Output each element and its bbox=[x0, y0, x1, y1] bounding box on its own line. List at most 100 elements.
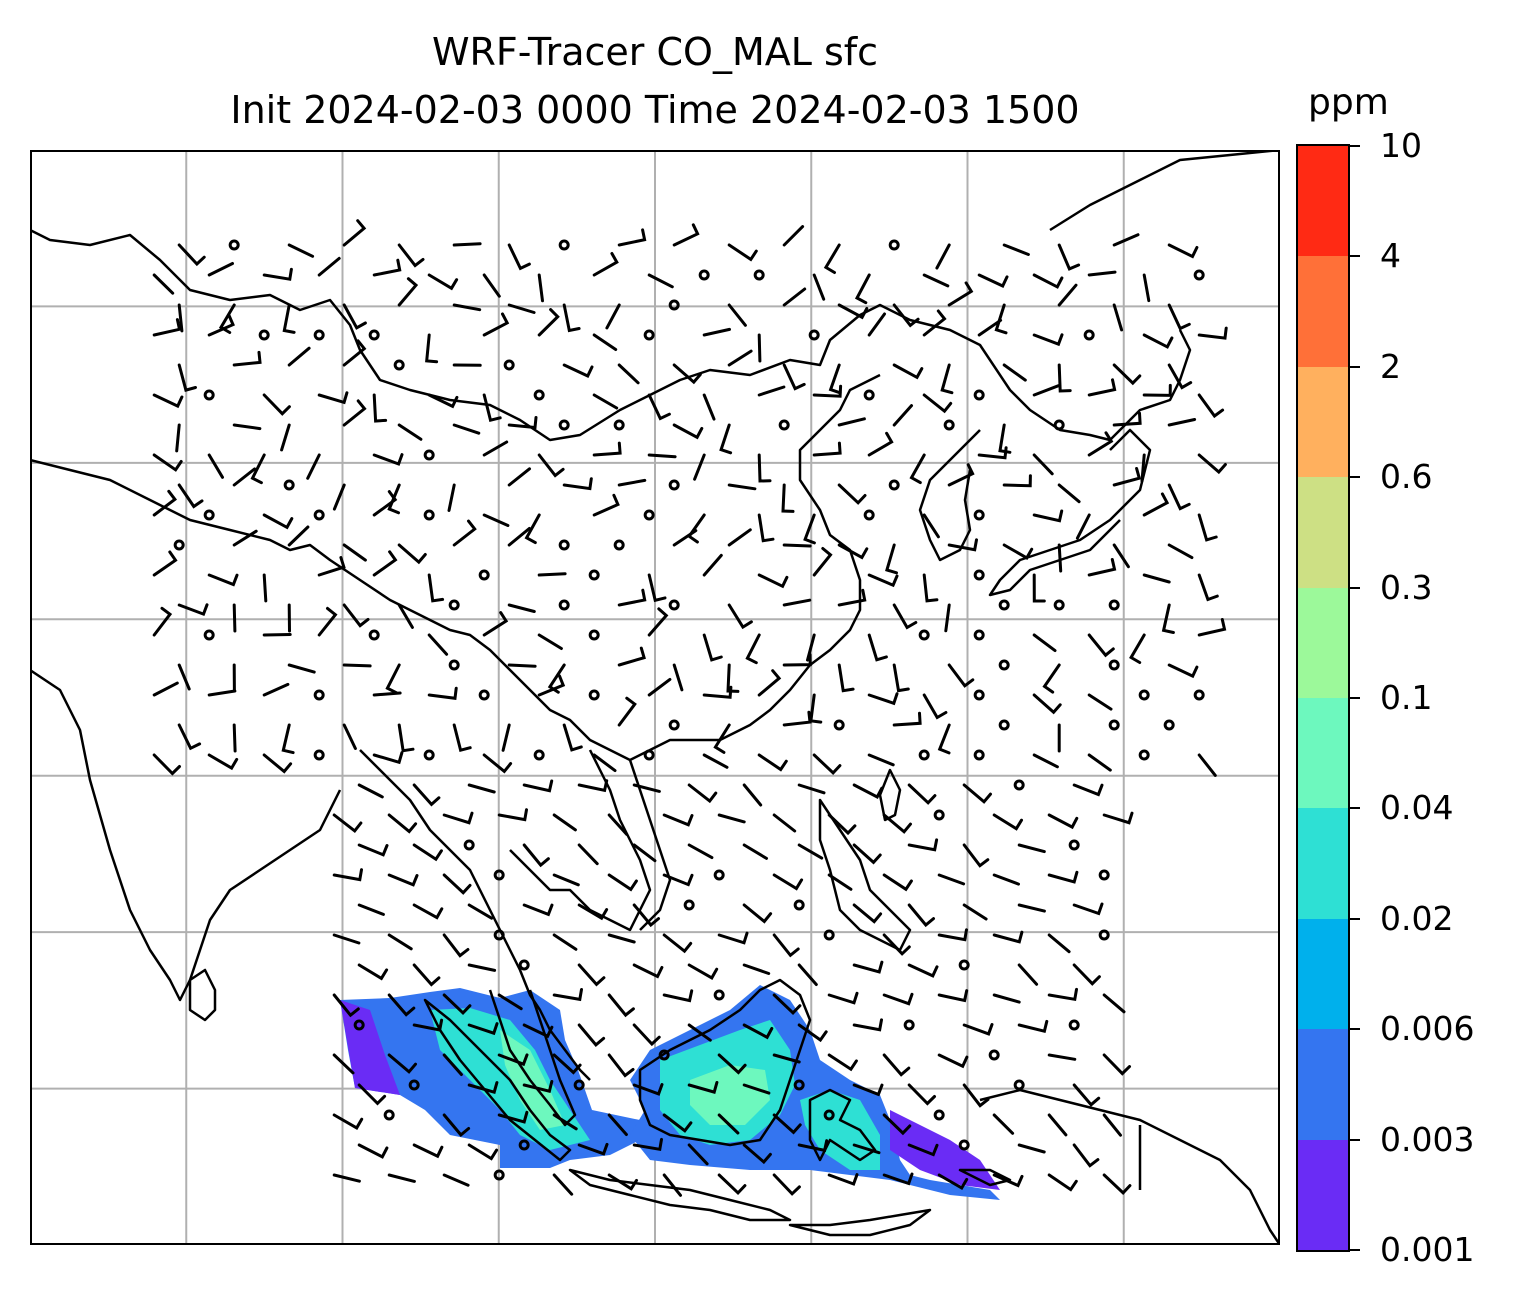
wind-barb bbox=[577, 843, 599, 866]
wind-barb bbox=[1142, 573, 1171, 584]
wind-barb bbox=[852, 843, 882, 865]
wind-barb bbox=[687, 1081, 719, 1094]
wind-barb bbox=[537, 453, 565, 478]
wind-barb bbox=[687, 1143, 709, 1166]
wind-barb bbox=[772, 1173, 801, 1196]
wind-barb bbox=[935, 243, 951, 270]
wind-barb bbox=[262, 633, 292, 637]
wind-barb bbox=[907, 783, 937, 805]
wind-barb bbox=[332, 813, 363, 833]
colorbar-tick-label: 4 bbox=[1380, 236, 1401, 276]
wind-barb bbox=[882, 873, 913, 892]
wind-barb bbox=[177, 663, 191, 691]
wind-barb bbox=[1042, 663, 1061, 694]
wind-barb bbox=[1057, 283, 1078, 307]
wind-barb-calm bbox=[713, 989, 725, 1001]
wind-barb bbox=[547, 663, 566, 694]
wind-barb bbox=[372, 751, 404, 765]
wind-barb bbox=[592, 393, 619, 410]
colorbar-tick bbox=[1350, 807, 1360, 810]
wind-barb bbox=[317, 606, 338, 637]
wind-barb bbox=[992, 930, 1024, 944]
wind-barb bbox=[827, 1173, 859, 1186]
wind-barb bbox=[977, 446, 1008, 460]
wind-barb bbox=[1197, 753, 1217, 777]
wind-barb bbox=[1072, 1143, 1100, 1168]
wind-barb bbox=[937, 723, 951, 755]
wind-barb-calm bbox=[973, 509, 985, 521]
wind-barb bbox=[317, 391, 349, 405]
wind-barb-calm bbox=[643, 329, 655, 341]
wind-barb-calm bbox=[1053, 599, 1065, 611]
wind-barb-calm bbox=[588, 629, 600, 641]
wind-barb-calm bbox=[478, 689, 490, 701]
wind-barb bbox=[892, 663, 910, 693]
colorbar-segment bbox=[1298, 587, 1348, 698]
wind-barb-calm bbox=[558, 599, 570, 611]
wind-barb bbox=[317, 556, 346, 577]
wind-barb bbox=[1032, 273, 1064, 289]
wind-barb bbox=[1072, 783, 1104, 797]
wind-barb bbox=[1032, 384, 1060, 397]
wind-barb bbox=[497, 808, 528, 822]
colorbar-segment bbox=[1298, 697, 1348, 809]
wind-barb bbox=[1142, 273, 1151, 303]
wind-barb bbox=[1017, 1019, 1049, 1034]
wind-barb bbox=[592, 753, 617, 773]
wind-barb bbox=[647, 453, 677, 459]
wind-barb bbox=[1102, 1173, 1132, 1196]
wind-barb bbox=[232, 423, 262, 431]
wind-barb-calm bbox=[973, 689, 985, 701]
colorbar-tick bbox=[1350, 1138, 1360, 1141]
wind-barb bbox=[507, 527, 531, 547]
wind-barb bbox=[1002, 474, 1032, 488]
wind-barb bbox=[782, 363, 806, 391]
wind-barb bbox=[607, 1173, 638, 1191]
wind-barb bbox=[442, 1053, 463, 1076]
wind-barb bbox=[152, 606, 173, 637]
wind-barb bbox=[797, 843, 824, 860]
wind-barb-calm bbox=[533, 749, 545, 761]
wind-barb bbox=[662, 1113, 693, 1133]
wind-barb bbox=[713, 723, 731, 754]
wind-barb bbox=[977, 273, 1009, 288]
wind-barb bbox=[522, 1023, 554, 1039]
wind-barb bbox=[467, 1022, 499, 1036]
wind-barb bbox=[592, 441, 622, 457]
wind-barb bbox=[892, 404, 913, 427]
wind-barb bbox=[232, 603, 237, 633]
wind-barb bbox=[617, 588, 647, 607]
wind-barb bbox=[647, 573, 667, 603]
colorbar-tick bbox=[1350, 1028, 1360, 1031]
wind-barb-calm bbox=[863, 389, 875, 401]
wind-barb bbox=[782, 653, 812, 667]
wind-barbs bbox=[152, 219, 1228, 1197]
wind-barb bbox=[742, 1083, 771, 1095]
wind-barb bbox=[782, 598, 812, 607]
colorbar-segment bbox=[1298, 145, 1348, 257]
wind-barb bbox=[552, 813, 577, 832]
colorbar-segment bbox=[1298, 1139, 1348, 1250]
wind-barb bbox=[507, 603, 536, 613]
wind-barb bbox=[387, 813, 418, 834]
wind-barb bbox=[742, 963, 771, 975]
wind-barb bbox=[1072, 902, 1104, 916]
wind-barb bbox=[372, 490, 398, 517]
wind-barb-calm bbox=[918, 629, 930, 641]
wind-barb bbox=[332, 483, 346, 511]
coast-india bbox=[30, 668, 342, 1002]
wind-barb bbox=[1002, 363, 1027, 382]
wind-barb bbox=[1047, 870, 1079, 884]
wind-barb bbox=[892, 303, 920, 328]
wind-barb bbox=[882, 1113, 912, 1136]
coast-russia-east bbox=[1049, 150, 1280, 232]
wind-barb bbox=[803, 513, 816, 545]
wind-barb bbox=[262, 267, 293, 281]
wind-barb bbox=[372, 550, 398, 577]
wind-barb bbox=[662, 813, 694, 827]
wind-barb bbox=[717, 1053, 747, 1075]
wind-barb bbox=[507, 663, 537, 668]
wind-barb bbox=[672, 529, 698, 547]
colorbar-tick bbox=[1350, 586, 1360, 589]
wind-barb bbox=[1047, 813, 1079, 830]
